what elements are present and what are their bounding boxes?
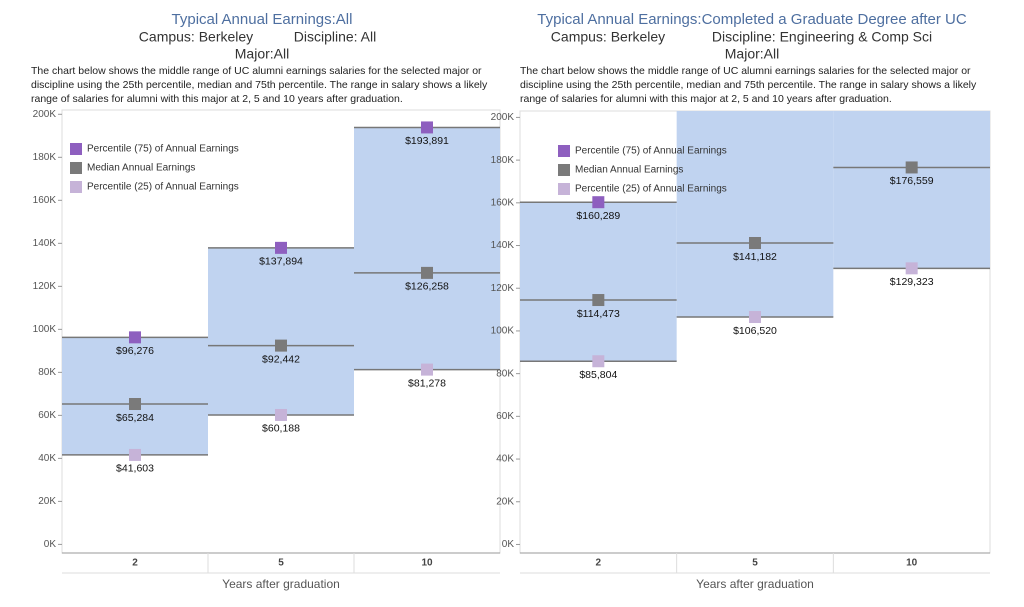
- marker: [592, 196, 605, 209]
- marker: [749, 236, 761, 249]
- value-label: $137,894: [259, 256, 303, 268]
- value-label: $92,442: [262, 353, 300, 365]
- marker: [129, 398, 141, 411]
- x-tick-label: 2: [132, 558, 138, 569]
- marker: [905, 161, 918, 174]
- discipline: Discipline: Engineering & Comp Sci: [712, 29, 932, 45]
- salary-band: [208, 247, 354, 415]
- y-tick-label: 200K: [491, 112, 515, 123]
- description: discipline using the 25th percentile, me…: [520, 79, 977, 91]
- major: Major:All: [235, 46, 289, 62]
- x-tick-label: 5: [278, 558, 284, 569]
- y-tick-label: 140K: [491, 240, 515, 251]
- marker: [592, 355, 605, 368]
- chart-panel: Typical Annual Earnings:Completed a Grad…: [491, 11, 991, 591]
- salary-band: [62, 337, 208, 455]
- value-label: $176,559: [890, 175, 934, 187]
- salary-band: [354, 127, 500, 370]
- campus: Campus: Berkeley: [551, 29, 665, 45]
- y-tick-label: 120K: [33, 281, 57, 292]
- description: discipline using the 25th percentile, me…: [31, 79, 488, 91]
- value-label: $129,323: [890, 276, 934, 288]
- description: range of salaries for alumni with this m…: [520, 93, 892, 105]
- legend-swatch: [70, 162, 82, 174]
- y-tick-label: 200K: [33, 109, 57, 120]
- marker: [129, 331, 141, 344]
- value-label: $41,603: [116, 463, 154, 475]
- value-label: $81,278: [408, 377, 446, 389]
- legend-swatch: [558, 183, 570, 195]
- y-tick-label: 140K: [33, 238, 57, 249]
- legend-swatch: [558, 145, 570, 157]
- campus: Campus: Berkeley: [139, 29, 253, 45]
- y-tick-label: 0K: [502, 539, 515, 550]
- marker: [749, 311, 761, 324]
- major: Major:All: [725, 46, 779, 62]
- marker: [421, 121, 433, 134]
- chart-title: Typical Annual Earnings:Completed a Grad…: [537, 11, 967, 28]
- marker: [421, 266, 433, 279]
- y-tick-label: 160K: [491, 197, 515, 208]
- description: The chart below shows the middle range o…: [31, 65, 482, 77]
- salary-band: [520, 202, 677, 362]
- y-tick-label: 180K: [491, 155, 515, 166]
- value-label: $85,804: [579, 369, 617, 381]
- chart-title: Typical Annual Earnings:All: [172, 11, 353, 28]
- legend-swatch: [70, 181, 82, 193]
- salary-band: [676, 111, 834, 318]
- value-label: $65,284: [116, 412, 154, 424]
- y-tick-label: 80K: [38, 367, 56, 378]
- y-tick-label: 100K: [33, 324, 57, 335]
- y-tick-label: 40K: [496, 454, 514, 465]
- legend-label: Percentile (75) of Annual Earnings: [87, 144, 239, 155]
- x-tick-label: 10: [421, 558, 433, 569]
- marker: [592, 294, 605, 307]
- legend-swatch: [558, 164, 570, 176]
- description: range of salaries for alumni with this m…: [31, 93, 403, 105]
- value-label: $160,289: [576, 210, 620, 222]
- y-tick-label: 0K: [44, 539, 57, 550]
- legend-swatch: [70, 143, 82, 155]
- legend-label: Percentile (75) of Annual Earnings: [575, 146, 727, 157]
- legend-label: Percentile (25) of Annual Earnings: [87, 182, 239, 193]
- salary-band: [833, 111, 990, 269]
- y-tick-label: 20K: [496, 496, 514, 507]
- discipline: Discipline: All: [294, 29, 376, 45]
- value-label: $193,891: [405, 135, 449, 147]
- y-tick-label: 160K: [33, 195, 57, 206]
- x-axis-label: Years after graduation: [222, 577, 340, 591]
- y-tick-label: 180K: [33, 152, 57, 163]
- value-label: $60,188: [262, 423, 300, 435]
- marker: [129, 448, 141, 461]
- x-tick-label: 2: [596, 558, 602, 569]
- value-label: $106,520: [733, 325, 777, 337]
- x-tick-label: 10: [906, 558, 918, 569]
- y-tick-label: 100K: [491, 326, 515, 337]
- y-tick-label: 80K: [496, 368, 514, 379]
- x-tick-label: 5: [752, 558, 758, 569]
- marker: [275, 241, 287, 254]
- y-tick-label: 60K: [496, 411, 514, 422]
- marker: [275, 339, 287, 352]
- value-label: $96,276: [116, 345, 154, 357]
- value-label: $114,473: [577, 308, 620, 320]
- legend-label: Percentile (25) of Annual Earnings: [575, 184, 727, 195]
- marker: [421, 363, 433, 376]
- description: The chart below shows the middle range o…: [520, 65, 971, 77]
- y-tick-label: 60K: [38, 410, 56, 421]
- value-label: $141,182: [733, 251, 777, 263]
- value-label: $126,258: [405, 281, 449, 293]
- legend-label: Median Annual Earnings: [575, 165, 683, 176]
- marker: [905, 262, 918, 275]
- y-tick-label: 20K: [38, 496, 56, 507]
- y-tick-label: 40K: [38, 453, 56, 464]
- x-axis-label: Years after graduation: [696, 577, 814, 591]
- marker: [275, 408, 287, 421]
- y-tick-label: 120K: [491, 283, 515, 294]
- legend-label: Median Annual Earnings: [87, 163, 195, 174]
